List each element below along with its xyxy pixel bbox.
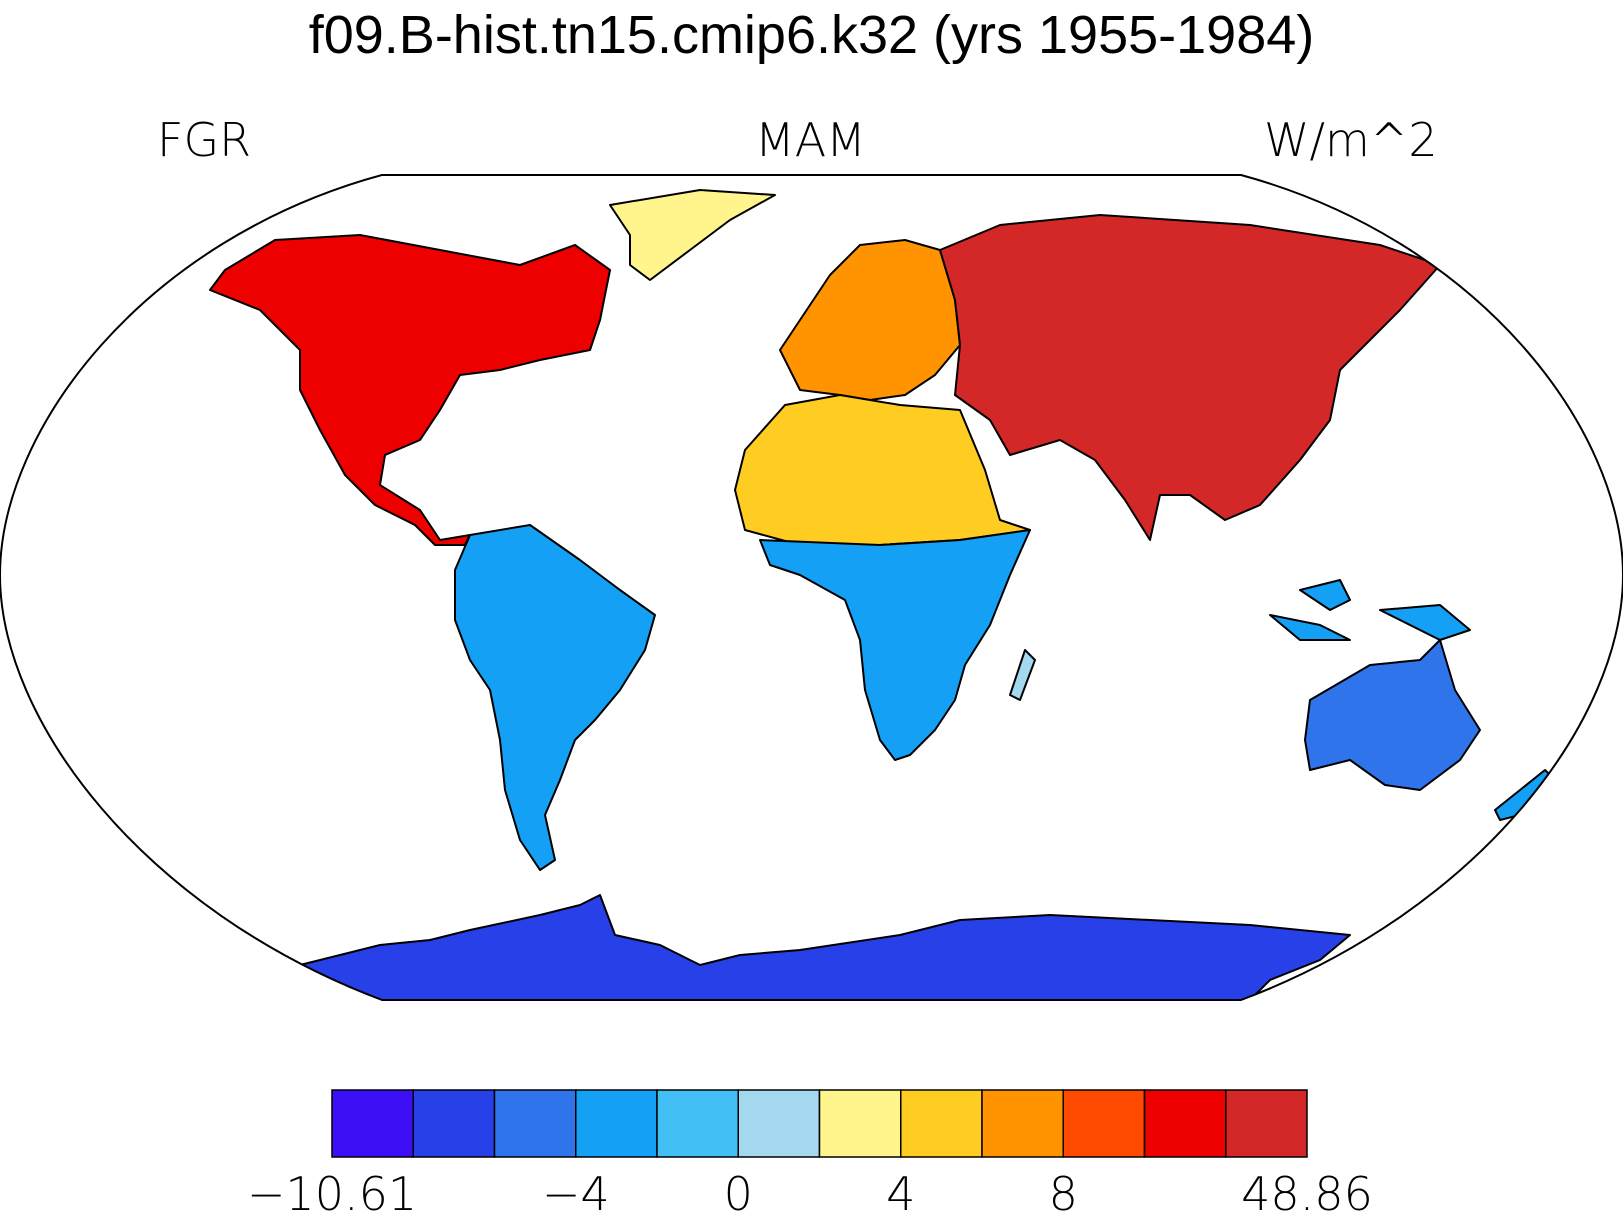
globe-frame	[0, 174, 1623, 1001]
colorbar-swatch	[1225, 1089, 1308, 1158]
map-title: f09.B-hist.tn15.cmip6.k32 (yrs 1955-1984…	[308, 5, 1315, 65]
region-europe	[779, 239, 961, 401]
region-greenland	[609, 189, 776, 281]
colorbar-tick-label: 4	[886, 1167, 916, 1221]
region-australia	[1304, 639, 1481, 791]
colorbar-swatch	[575, 1089, 658, 1158]
region-north-africa	[734, 394, 1031, 546]
colorbar-tick-label: −4	[541, 1167, 610, 1221]
region-north-america	[209, 234, 611, 546]
colorbar-tick-label: 0	[723, 1167, 753, 1221]
variable-label: FGR	[157, 113, 252, 167]
colorbar-swatch	[331, 1089, 414, 1158]
region-antarctica	[299, 894, 1351, 1000]
colorbar-tick-label: 48.86	[1241, 1167, 1373, 1221]
colorbar-swatch	[818, 1089, 902, 1158]
colorbar-swatch	[493, 1089, 577, 1158]
units-label: W/m^2	[1264, 113, 1438, 167]
season-label: MAM	[755, 113, 866, 167]
colorbar-swatch	[412, 1089, 496, 1158]
region-asia	[939, 214, 1441, 541]
region-maritime-asia	[1269, 579, 1471, 641]
colorbar-swatch	[900, 1089, 983, 1158]
colorbar-swatch	[737, 1089, 821, 1158]
region-southern-africa	[759, 529, 1031, 761]
region-south-america	[454, 524, 656, 871]
colorbar-swatch	[1143, 1089, 1227, 1158]
region-madagascar	[1009, 649, 1036, 701]
colorbar-swatch	[981, 1089, 1064, 1158]
colorbar-tick-label: 8	[1048, 1167, 1078, 1221]
colorbar	[331, 1089, 1308, 1158]
colorbar-swatch	[656, 1089, 739, 1158]
colorbar-tick-label: −10.61	[246, 1167, 418, 1221]
colorbar-swatch	[1062, 1089, 1146, 1158]
